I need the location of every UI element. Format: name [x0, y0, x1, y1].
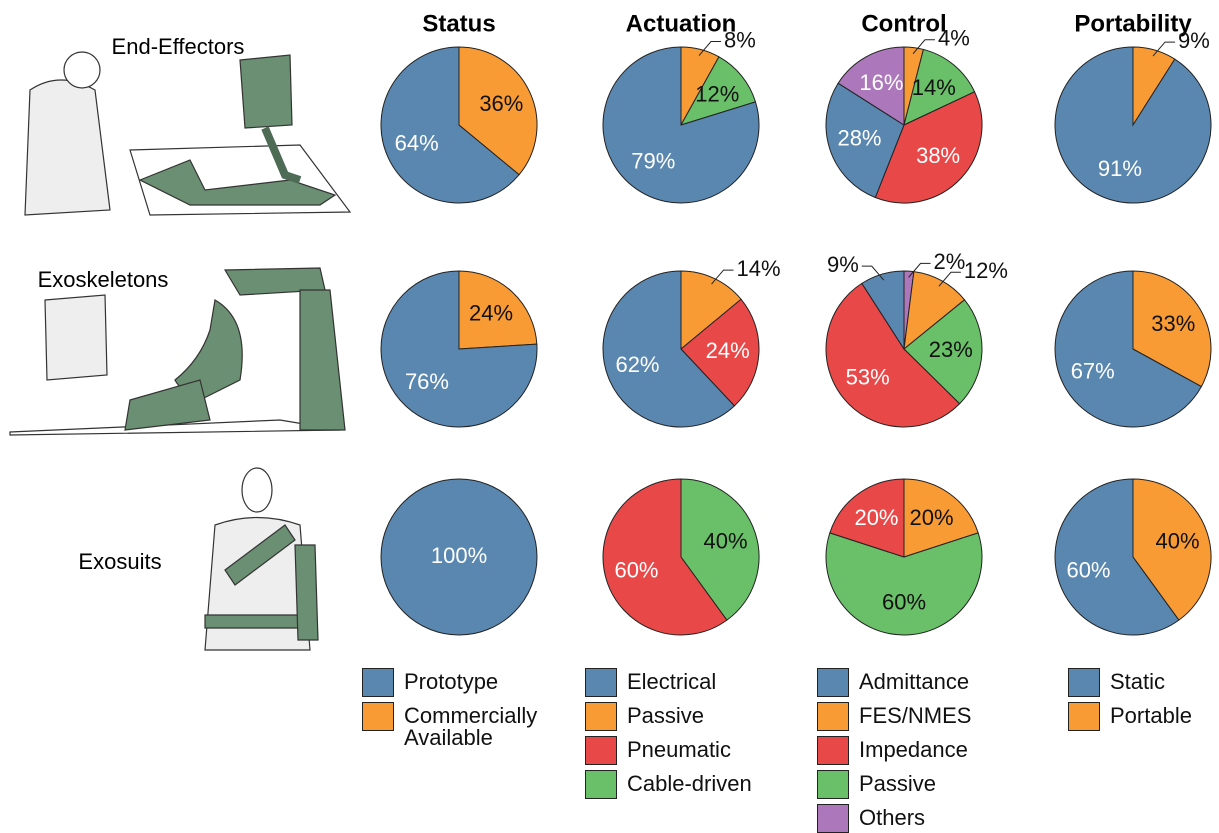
value-label: 60%	[1066, 557, 1110, 582]
legend-label: Static	[1110, 671, 1219, 693]
row-label: Exoskeletons	[38, 267, 169, 292]
value-label: 23%	[929, 337, 973, 362]
value-label: 100%	[431, 543, 487, 568]
illustration-exoskeletons	[10, 268, 345, 435]
legend-label: Impedance	[859, 739, 1009, 761]
column-title: Portability	[1074, 10, 1192, 37]
legend-label: Electrical	[627, 671, 777, 693]
value-label: 24%	[469, 301, 513, 326]
value-label: 12%	[964, 258, 1008, 283]
legend-label: Cable-driven	[627, 773, 777, 795]
legend-swatch	[817, 770, 849, 799]
value-label: 4%	[938, 26, 970, 51]
value-label: 36%	[479, 91, 523, 116]
legend-swatch	[817, 736, 849, 765]
legend-label: Prototype	[404, 671, 554, 693]
row-label: Exosuits	[78, 549, 161, 574]
column-title: Control	[861, 10, 946, 37]
column-title: Status	[422, 10, 495, 37]
value-label: 16%	[859, 70, 903, 95]
value-label: 62%	[615, 352, 659, 377]
legend-swatch	[585, 668, 617, 697]
legend-swatch	[362, 702, 394, 731]
legend-label: Passive	[859, 773, 1009, 795]
value-label: 20%	[854, 505, 898, 530]
value-label: 76%	[405, 369, 449, 394]
value-label: 28%	[837, 125, 881, 150]
legend-label: Pneumatic	[627, 739, 777, 761]
value-label: 12%	[695, 81, 739, 106]
value-label: 53%	[846, 364, 890, 389]
page: End-Effectors Exoskeletons Exosuits Status A…	[0, 0, 1219, 832]
value-label: 33%	[1151, 311, 1195, 336]
value-label: 64%	[395, 131, 439, 156]
value-label: 38%	[916, 143, 960, 168]
legend-label: Others	[859, 807, 1009, 829]
value-label: 60%	[614, 557, 658, 582]
value-label: 20%	[909, 505, 953, 530]
value-label: 2%	[934, 249, 966, 274]
value-label: 91%	[1098, 156, 1142, 181]
value-label: 14%	[912, 75, 956, 100]
legend-label: Passive	[627, 705, 777, 727]
legend-label: Commercially Available	[404, 705, 554, 749]
legend-swatch	[362, 668, 394, 697]
value-label: 40%	[703, 528, 747, 553]
legend-swatch	[817, 668, 849, 697]
value-label: 9%	[827, 252, 859, 277]
value-label: 67%	[1071, 359, 1115, 384]
value-label: 8%	[724, 27, 756, 52]
value-label: 9%	[1178, 28, 1210, 53]
value-label: 24%	[706, 338, 750, 363]
legend-swatch	[585, 770, 617, 799]
column-title: Actuation	[626, 10, 737, 37]
value-label: 79%	[631, 148, 675, 173]
legend-label: Admittance	[859, 671, 1009, 693]
legend-swatch	[1068, 702, 1100, 731]
illustration-end-effectors	[25, 52, 350, 215]
legend-swatch	[1068, 668, 1100, 697]
legend-swatch	[817, 702, 849, 731]
legend-label: Portable	[1110, 705, 1219, 727]
legend-swatch	[585, 736, 617, 765]
value-label: 40%	[1155, 528, 1199, 553]
legend-swatch	[817, 804, 849, 833]
value-label: 14%	[737, 256, 781, 281]
row-label: End-Effectors	[112, 34, 245, 59]
illustration-exosuits	[205, 468, 318, 650]
value-label: 60%	[882, 590, 926, 615]
legend-swatch	[585, 702, 617, 731]
legend-label: FES/NMES	[859, 705, 1009, 727]
